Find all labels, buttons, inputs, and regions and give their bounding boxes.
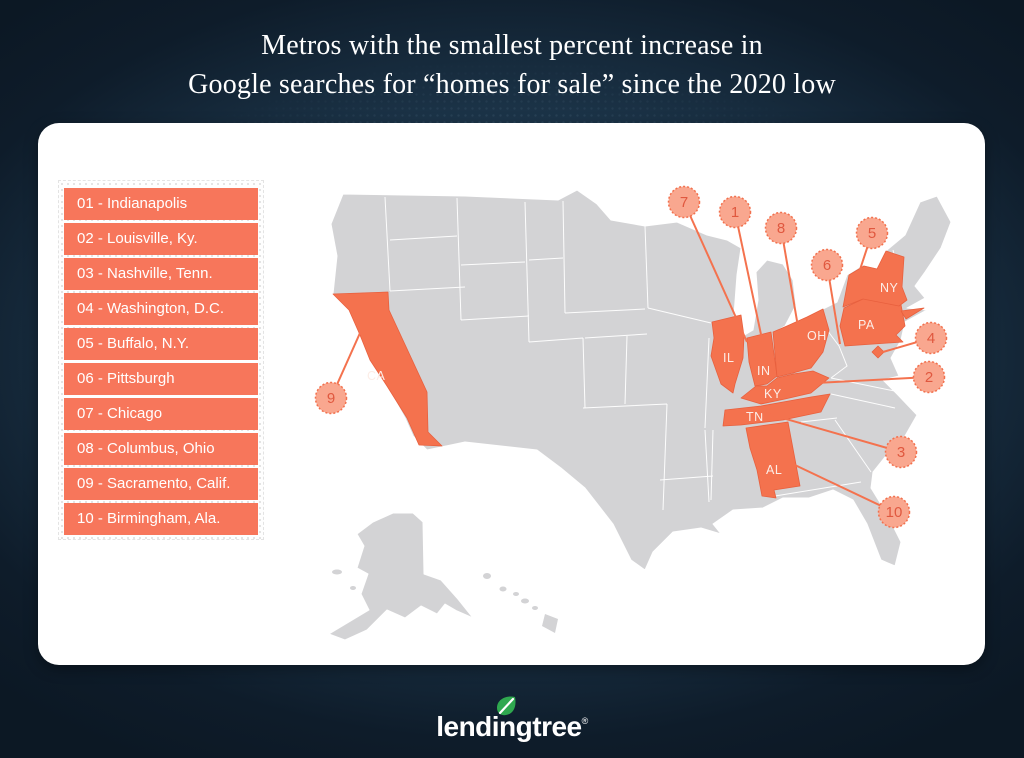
svg-text:4: 4 bbox=[927, 330, 935, 347]
state-label-il: IL bbox=[723, 351, 734, 365]
state-label-oh: OH bbox=[807, 329, 827, 343]
list-item: 06 - Pittsburgh bbox=[64, 363, 258, 395]
state-label-pa: PA bbox=[858, 318, 875, 332]
dc-marker bbox=[871, 345, 885, 359]
svg-text:6: 6 bbox=[823, 257, 831, 274]
state-il bbox=[710, 314, 745, 394]
callout-6: 6 bbox=[810, 248, 844, 282]
list-item: 08 - Columbus, Ohio bbox=[64, 433, 258, 465]
state-alaska bbox=[328, 512, 474, 641]
state-label-ky: KY bbox=[764, 387, 782, 401]
state-al bbox=[745, 421, 801, 499]
metro-rank-list: 01 - Indianapolis 02 - Louisville, Ky. 0… bbox=[58, 180, 264, 540]
aleutian-island bbox=[332, 569, 342, 575]
registered-mark: ® bbox=[581, 716, 589, 726]
callout-7: 7 bbox=[667, 185, 701, 219]
state-label-in: IN bbox=[757, 364, 771, 378]
infographic-card: 01 - Indianapolis 02 - Louisville, Ky. 0… bbox=[38, 123, 985, 665]
state-ny-long-island bbox=[900, 307, 925, 320]
svg-text:7: 7 bbox=[680, 194, 688, 211]
callout-circles: 7 1 8 6 5 4 2 bbox=[314, 185, 948, 529]
callout-8: 8 bbox=[764, 211, 798, 245]
svg-text:9: 9 bbox=[327, 390, 335, 407]
state-labels: CA IL IN OH PA NY KY TN AL bbox=[367, 281, 899, 477]
aleutian-island bbox=[350, 586, 356, 590]
callout-4: 4 bbox=[914, 321, 948, 355]
logo-wordmark: lendingtree® bbox=[436, 696, 589, 742]
state-tn bbox=[722, 393, 831, 427]
list-item: 02 - Louisville, Ky. bbox=[64, 223, 258, 255]
svg-text:8: 8 bbox=[777, 220, 785, 237]
logo-text: lendingtree bbox=[436, 711, 582, 742]
title-line-2: Google searches for “homes for sale” sin… bbox=[188, 69, 836, 100]
list-item: 09 - Sacramento, Calif. bbox=[64, 468, 258, 500]
title-line-1: Metros with the smallest percent increas… bbox=[261, 30, 763, 61]
state-label-al: AL bbox=[766, 463, 782, 477]
svg-text:2: 2 bbox=[925, 369, 933, 386]
us-map: CA IL IN OH PA NY KY TN AL bbox=[314, 185, 952, 641]
state-pa bbox=[839, 293, 906, 347]
state-label-ca: CA bbox=[367, 369, 386, 383]
state-in bbox=[746, 331, 778, 387]
svg-text:5: 5 bbox=[868, 225, 876, 242]
state-ny bbox=[842, 250, 908, 308]
callout-1: 1 bbox=[718, 195, 752, 229]
state-label-ny: NY bbox=[880, 281, 899, 295]
lendingtree-leaf-icon bbox=[497, 696, 516, 716]
list-item: 01 - Indianapolis bbox=[64, 188, 258, 220]
state-hawaii bbox=[483, 573, 558, 633]
list-item: 03 - Nashville, Tenn. bbox=[64, 258, 258, 290]
callout-9: 9 bbox=[314, 381, 348, 415]
state-borders bbox=[384, 196, 910, 511]
svg-text:3: 3 bbox=[897, 444, 905, 461]
callout-5: 5 bbox=[855, 216, 889, 250]
svg-text:1: 1 bbox=[731, 204, 739, 221]
list-item: 07 - Chicago bbox=[64, 398, 258, 430]
state-ky bbox=[740, 370, 830, 405]
callout-3: 3 bbox=[884, 435, 918, 469]
svg-text:10: 10 bbox=[886, 504, 903, 521]
list-item: 10 - Birmingham, Ala. bbox=[64, 503, 258, 535]
lendingtree-logo: lendingtree® bbox=[0, 696, 1024, 742]
callout-2: 2 bbox=[912, 360, 946, 394]
list-item: 04 - Washington, D.C. bbox=[64, 293, 258, 325]
callout-10: 10 bbox=[877, 495, 911, 529]
state-label-tn: TN bbox=[746, 410, 764, 424]
list-item: 05 - Buffalo, N.Y. bbox=[64, 328, 258, 360]
page-title: Metros with the smallest percent increas… bbox=[0, 26, 1024, 104]
